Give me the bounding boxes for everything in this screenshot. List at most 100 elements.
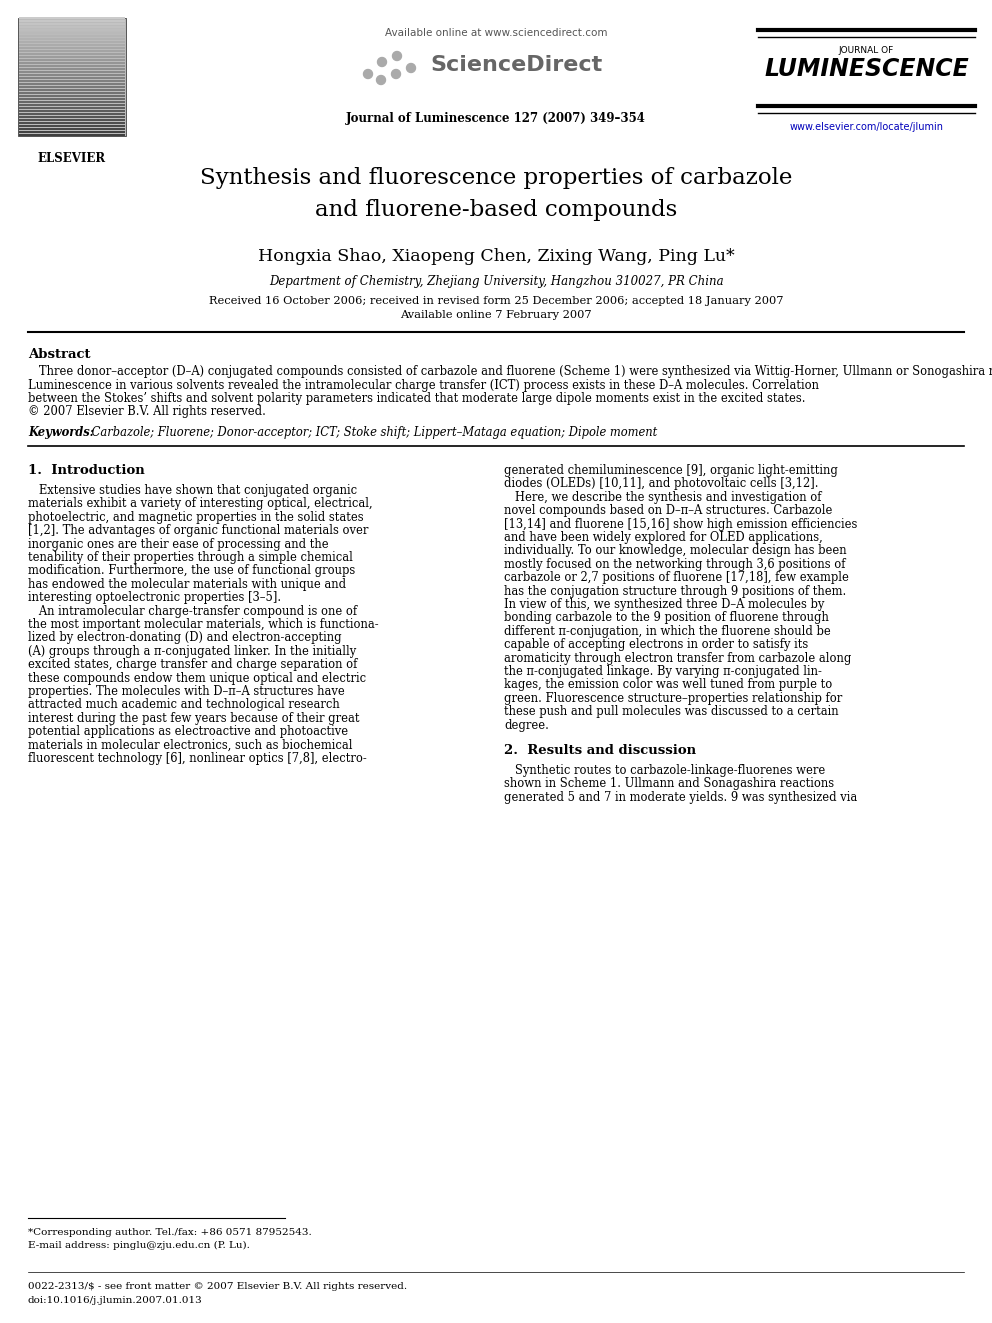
Text: capable of accepting electrons in order to satisfy its: capable of accepting electrons in order … xyxy=(504,638,808,651)
Text: [13,14] and fluorene [15,16] show high emission efficiencies: [13,14] and fluorene [15,16] show high e… xyxy=(504,517,857,531)
Text: lized by electron-donating (D) and electron-accepting: lized by electron-donating (D) and elect… xyxy=(28,631,341,644)
Text: aromaticity through electron transfer from carbazole along: aromaticity through electron transfer fr… xyxy=(504,652,851,664)
Bar xyxy=(19,65,125,67)
Text: green. Fluorescence structure–properties relationship for: green. Fluorescence structure–properties… xyxy=(504,692,842,705)
Bar xyxy=(19,110,125,112)
Text: properties. The molecules with D–π–A structures have: properties. The molecules with D–π–A str… xyxy=(28,685,345,699)
Text: has endowed the molecular materials with unique and: has endowed the molecular materials with… xyxy=(28,578,346,591)
Text: these compounds endow them unique optical and electric: these compounds endow them unique optica… xyxy=(28,672,366,684)
Bar xyxy=(19,77,125,79)
Bar xyxy=(19,124,125,127)
Bar xyxy=(19,122,125,124)
Bar xyxy=(19,53,125,56)
Text: Available online 7 February 2007: Available online 7 February 2007 xyxy=(400,310,592,320)
Text: Received 16 October 2006; received in revised form 25 December 2006; accepted 18: Received 16 October 2006; received in re… xyxy=(208,296,784,306)
Bar xyxy=(19,26,125,28)
Bar xyxy=(19,131,125,134)
Bar xyxy=(19,74,125,75)
Circle shape xyxy=(363,70,373,78)
Circle shape xyxy=(392,70,401,78)
Bar xyxy=(19,20,125,22)
Bar xyxy=(19,79,125,82)
Bar xyxy=(19,67,125,70)
Text: Abstract: Abstract xyxy=(28,348,90,361)
Text: Keywords:: Keywords: xyxy=(28,426,94,439)
Text: excited states, charge transfer and charge separation of: excited states, charge transfer and char… xyxy=(28,659,357,671)
Text: LUMINESCENCE: LUMINESCENCE xyxy=(764,57,969,81)
Bar xyxy=(19,86,125,89)
Circle shape xyxy=(377,75,386,85)
Text: photoelectric, and magnetic properties in the solid states: photoelectric, and magnetic properties i… xyxy=(28,511,364,524)
Text: individually. To our knowledge, molecular design has been: individually. To our knowledge, molecula… xyxy=(504,544,846,557)
Text: [1,2]. The advantages of organic functional materials over: [1,2]. The advantages of organic functio… xyxy=(28,524,368,537)
Bar xyxy=(19,50,125,52)
Bar xyxy=(19,41,125,44)
Bar xyxy=(19,98,125,101)
Bar xyxy=(19,56,125,58)
Text: carbazole or 2,7 positions of fluorene [17,18], few example: carbazole or 2,7 positions of fluorene [… xyxy=(504,572,849,585)
Text: novel compounds based on D–π–A structures. Carbazole: novel compounds based on D–π–A structure… xyxy=(504,504,832,517)
Bar xyxy=(19,60,125,61)
Text: 1.  Introduction: 1. Introduction xyxy=(28,464,145,478)
Text: Synthesis and fluorescence properties of carbazole: Synthesis and fluorescence properties of… xyxy=(199,167,793,189)
Bar xyxy=(19,116,125,118)
Text: these push and pull molecules was discussed to a certain: these push and pull molecules was discus… xyxy=(504,705,838,718)
Text: Extensive studies have shown that conjugated organic: Extensive studies have shown that conjug… xyxy=(28,484,357,497)
Text: (A) groups through a π-conjugated linker. In the initially: (A) groups through a π-conjugated linker… xyxy=(28,644,356,658)
Bar xyxy=(19,105,125,106)
Text: mostly focused on the networking through 3,6 positions of: mostly focused on the networking through… xyxy=(504,558,845,570)
Bar xyxy=(19,38,125,40)
Text: Available online at www.sciencedirect.com: Available online at www.sciencedirect.co… xyxy=(385,28,607,38)
Bar xyxy=(19,95,125,97)
Text: diodes (OLEDs) [10,11], and photovoltaic cells [3,12].: diodes (OLEDs) [10,11], and photovoltaic… xyxy=(504,478,818,491)
Circle shape xyxy=(407,64,416,73)
Bar xyxy=(18,19,126,136)
Text: materials exhibit a variety of interesting optical, electrical,: materials exhibit a variety of interesti… xyxy=(28,497,373,511)
Bar xyxy=(19,22,125,25)
Bar xyxy=(19,44,125,46)
Text: Department of Chemistry, Zhejiang University, Hangzhou 310027, PR China: Department of Chemistry, Zhejiang Univer… xyxy=(269,275,723,288)
Text: and have been widely explored for OLED applications,: and have been widely explored for OLED a… xyxy=(504,531,822,544)
Text: potential applications as electroactive and photoactive: potential applications as electroactive … xyxy=(28,725,348,738)
Text: 2.  Results and discussion: 2. Results and discussion xyxy=(504,744,696,757)
Bar xyxy=(19,62,125,64)
Text: ScienceDirect: ScienceDirect xyxy=(430,56,602,75)
Text: materials in molecular electronics, such as biochemical: materials in molecular electronics, such… xyxy=(28,738,352,751)
Bar xyxy=(19,89,125,91)
Text: degree.: degree. xyxy=(504,718,549,732)
Bar xyxy=(19,83,125,85)
Bar xyxy=(19,93,125,94)
Text: 0022-2313/$ - see front matter © 2007 Elsevier B.V. All rights reserved.: 0022-2313/$ - see front matter © 2007 El… xyxy=(28,1282,407,1291)
Text: bonding carbazole to the 9 position of fluorene through: bonding carbazole to the 9 position of f… xyxy=(504,611,829,624)
Bar xyxy=(19,34,125,37)
Text: Synthetic routes to carbazole-linkage-fluorenes were: Synthetic routes to carbazole-linkage-fl… xyxy=(504,763,825,777)
Text: attracted much academic and technological research: attracted much academic and technologica… xyxy=(28,699,339,712)
Text: www.elsevier.com/locate/jlumin: www.elsevier.com/locate/jlumin xyxy=(790,122,943,132)
Circle shape xyxy=(378,57,387,66)
Text: modification. Furthermore, the use of functional groups: modification. Furthermore, the use of fu… xyxy=(28,565,355,577)
Text: shown in Scheme 1. Ullmann and Sonagashira reactions: shown in Scheme 1. Ullmann and Sonagashi… xyxy=(504,778,834,790)
Text: Carbazole; Fluorene; Donor-acceptor; ICT; Stoke shift; Lippert–Mataga equation; : Carbazole; Fluorene; Donor-acceptor; ICT… xyxy=(88,426,658,439)
Text: generated chemiluminescence [9], organic light-emitting: generated chemiluminescence [9], organic… xyxy=(504,464,838,478)
Bar xyxy=(19,119,125,120)
Text: doi:10.1016/j.jlumin.2007.01.013: doi:10.1016/j.jlumin.2007.01.013 xyxy=(28,1297,202,1304)
Text: interesting optoelectronic properties [3–5].: interesting optoelectronic properties [3… xyxy=(28,591,281,605)
Text: Here, we describe the synthesis and investigation of: Here, we describe the synthesis and inve… xyxy=(504,491,821,504)
Text: kages, the emission color was well tuned from purple to: kages, the emission color was well tuned… xyxy=(504,679,832,692)
Text: the π-conjugated linkage. By varying π-conjugated lin-: the π-conjugated linkage. By varying π-c… xyxy=(504,665,822,677)
Text: Journal of Luminescence 127 (2007) 349–354: Journal of Luminescence 127 (2007) 349–3… xyxy=(346,112,646,124)
Text: the most important molecular materials, which is functiona-: the most important molecular materials, … xyxy=(28,618,379,631)
Text: An intramolecular charge-transfer compound is one of: An intramolecular charge-transfer compou… xyxy=(28,605,357,618)
Bar xyxy=(19,112,125,115)
Text: Hongxia Shao, Xiaopeng Chen, Zixing Wang, Ping Lu*: Hongxia Shao, Xiaopeng Chen, Zixing Wang… xyxy=(258,247,734,265)
Text: has the conjugation structure through 9 positions of them.: has the conjugation structure through 9 … xyxy=(504,585,846,598)
Text: between the Stokes’ shifts and solvent polarity parameters indicated that modera: between the Stokes’ shifts and solvent p… xyxy=(28,392,806,405)
Bar xyxy=(19,32,125,34)
Text: Luminescence in various solvents revealed the intramolecular charge transfer (IC: Luminescence in various solvents reveale… xyxy=(28,378,819,392)
Text: E-mail address: pinglu@zju.edu.cn (P. Lu).: E-mail address: pinglu@zju.edu.cn (P. Lu… xyxy=(28,1241,250,1250)
Bar xyxy=(19,29,125,30)
Bar xyxy=(19,128,125,130)
Bar xyxy=(19,107,125,108)
Bar xyxy=(19,48,125,49)
Text: JOURNAL OF: JOURNAL OF xyxy=(839,46,894,56)
